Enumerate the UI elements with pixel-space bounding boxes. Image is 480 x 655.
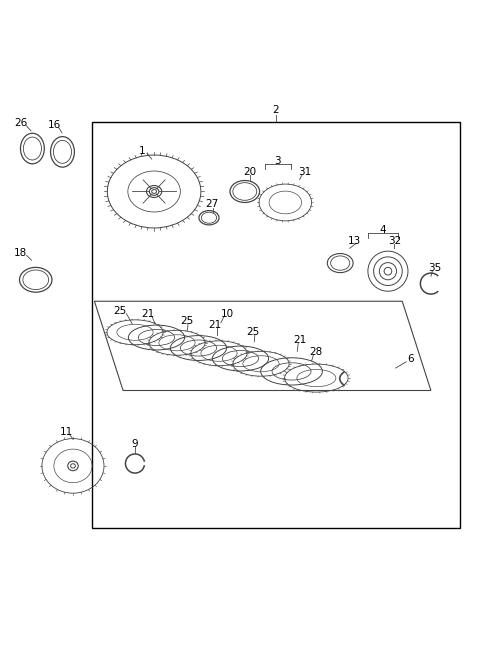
Text: 21: 21 <box>208 320 222 330</box>
Text: 9: 9 <box>132 440 138 449</box>
Text: 21: 21 <box>141 309 155 319</box>
Text: 11: 11 <box>60 426 73 436</box>
Text: 1: 1 <box>139 146 145 156</box>
Text: 18: 18 <box>14 248 27 258</box>
Text: 35: 35 <box>428 263 441 273</box>
Text: 13: 13 <box>348 236 361 246</box>
Text: 26: 26 <box>14 119 27 128</box>
Text: 25: 25 <box>247 328 260 337</box>
Text: 21: 21 <box>293 335 306 345</box>
Text: 3: 3 <box>274 157 280 166</box>
Text: 28: 28 <box>309 347 322 357</box>
Text: 2: 2 <box>273 105 279 115</box>
Text: 25: 25 <box>180 316 193 326</box>
Text: 6: 6 <box>408 354 414 364</box>
Text: 32: 32 <box>388 236 402 246</box>
Text: 10: 10 <box>221 309 234 319</box>
Text: 20: 20 <box>243 167 256 177</box>
Bar <box>92 122 459 528</box>
Text: 4: 4 <box>380 225 386 235</box>
Text: 31: 31 <box>298 167 311 177</box>
Text: 25: 25 <box>113 306 126 316</box>
Text: 27: 27 <box>206 199 219 210</box>
Text: 16: 16 <box>48 120 61 130</box>
